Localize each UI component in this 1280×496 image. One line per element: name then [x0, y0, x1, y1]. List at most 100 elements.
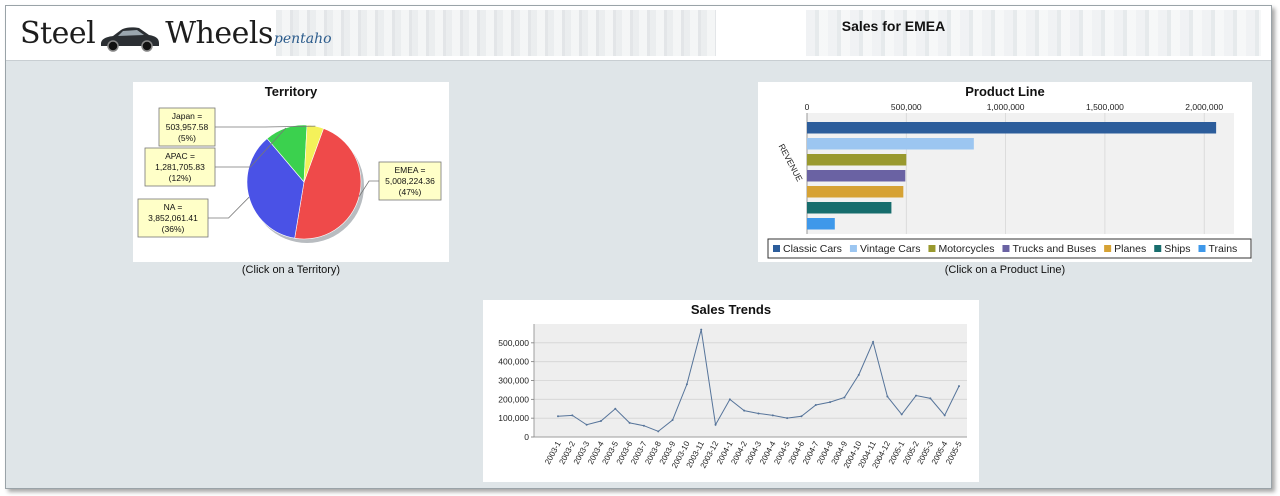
sales-trends-line-chart: 0100,000200,000300,000400,000500,0002003…	[498, 324, 967, 470]
sales-trend-point	[599, 419, 602, 422]
banner-background-right	[806, 10, 1261, 56]
sales-trend-point	[743, 409, 746, 412]
bar-ships[interactable]	[807, 202, 892, 214]
sales-trend-point	[571, 414, 574, 417]
sales-trends-chart-title: Sales Trends	[690, 302, 772, 317]
bar-legend-swatch-motorcycles	[928, 245, 936, 252]
sales-trend-point	[900, 413, 903, 416]
pie-label-text-emea: 5,008,224.36	[385, 176, 435, 186]
sales-trend-point	[585, 423, 588, 426]
bar-legend-box	[767, 238, 1252, 259]
territory-chart-title: Territory	[264, 84, 318, 99]
logo-word-steel: Steel	[20, 16, 96, 51]
product-line-chart-title: Product Line	[965, 84, 1045, 99]
bar-legend-swatch-trucks-and-buses	[1002, 245, 1010, 252]
bar-x-tick-label: 1,500,000	[1086, 102, 1124, 112]
pie-label-text-apac: APAC =	[165, 151, 195, 161]
sales-trend-point	[886, 395, 889, 398]
sales-trend-point	[671, 419, 674, 422]
sales-trend-point	[929, 397, 932, 400]
bar-legend-swatch-vintage-cars	[849, 245, 857, 252]
page-title: Sales for EMEA	[841, 18, 946, 34]
product-line-caption: (Click on a Product Line)	[944, 264, 1066, 276]
pie-label-text-japan: Japan =	[172, 111, 203, 121]
territory-pie-chart[interactable]: EMEA =5,008,224.36(47%)NA =3,852,061.41(…	[133, 82, 449, 262]
bar-legend-label-vintage-cars[interactable]: Vintage Cars	[860, 243, 921, 255]
pie-label-text-na: (36%)	[162, 224, 185, 234]
line-y-tick-label: 400,000	[498, 357, 529, 367]
bar-x-tick-label: 0	[805, 102, 810, 112]
pie-slice-na[interactable]	[246, 138, 305, 239]
pie-leader-line-emea	[358, 180, 379, 197]
sales-trend-point	[872, 340, 875, 343]
bar-vintage-cars[interactable]	[807, 138, 974, 150]
sales-trend-point	[857, 373, 860, 376]
bar-planes[interactable]	[807, 186, 904, 198]
pie-leader-line-apac	[215, 127, 287, 168]
pie-label-text-japan: 503,957.58	[166, 122, 209, 132]
steel-wheels-logo: Steel Wheels pentaho	[20, 16, 332, 52]
pie-label-text-japan: (5%)	[178, 133, 196, 143]
banner-background	[276, 10, 716, 56]
sales-trend-point	[757, 412, 760, 415]
bar-x-tick-label: 500,000	[891, 102, 922, 112]
bar-legend-label-ships[interactable]: Ships	[1164, 243, 1190, 255]
bar-classic-cars[interactable]	[807, 122, 1217, 134]
pie-label-box-apac	[144, 147, 216, 187]
bar-motorcycles[interactable]	[807, 154, 907, 166]
bar-y-axis-label: REVENUE	[777, 142, 805, 183]
sales-trend-point	[800, 415, 803, 418]
line-y-tick-label: 0	[524, 432, 529, 442]
pie-slice-emea[interactable]	[294, 128, 362, 240]
bar-legend-label-classic-cars[interactable]: Classic Cars	[783, 243, 842, 255]
bar-legend-swatch-planes	[1104, 245, 1112, 252]
pie-label-box-na	[137, 198, 209, 238]
product-line-chart-panel[interactable]: Product Line 0 500,000 1,000,000 1,500,000 2…	[758, 82, 1252, 262]
logo-word-wheels: Wheels	[165, 16, 273, 51]
sales-trend-point	[657, 430, 660, 433]
pie-leader-line-na	[208, 196, 250, 219]
pie-label-text-na: 3,852,061.41	[148, 213, 198, 223]
bar-legend-swatch-ships	[1154, 245, 1162, 252]
pie-label-text-apac: (12%)	[169, 173, 192, 183]
sales-trend-point	[685, 383, 688, 386]
sales-trends-chart-panel: Sales Trends 0 100,000 200,000 300,000 400,0…	[483, 300, 979, 482]
bar-legend-swatch-trains	[1198, 245, 1206, 252]
bar-trains[interactable]	[807, 218, 835, 230]
sales-trend-point	[943, 414, 946, 417]
sales-trend-point	[628, 421, 631, 424]
pie-label-box-japan	[158, 107, 216, 147]
pie-label-text-emea: (47%)	[399, 187, 422, 197]
sales-trend-point	[714, 423, 717, 426]
bar-legend-label-trucks-and-buses[interactable]: Trucks and Buses	[1012, 243, 1096, 255]
pie-label-text-na: NA =	[164, 202, 183, 212]
sales-trend-point	[814, 403, 817, 406]
sales-trend-point	[728, 398, 731, 401]
territory-chart-panel[interactable]: Territory EMEA = 5,008,224.36 (47%) NA = 3,8…	[133, 82, 449, 262]
line-y-tick-label: 500,000	[498, 338, 529, 348]
line-y-tick-label: 300,000	[498, 376, 529, 386]
sales-trend-point	[829, 401, 832, 404]
sales-trend-point	[786, 417, 789, 420]
bar-legend-label-planes[interactable]: Planes	[1114, 243, 1146, 255]
sales-trend-point	[958, 385, 960, 388]
sales-trend-point	[557, 415, 559, 418]
product-line-bar-chart[interactable]: 0 500,000 1,000,000 1,500,000 2,000,000 REVEN…	[758, 82, 1252, 262]
car-icon	[101, 27, 160, 52]
pie-label-text-emea: EMEA =	[395, 165, 426, 175]
sales-trend-point	[915, 394, 918, 397]
sales-trend-point	[642, 424, 645, 427]
sales-trend-point	[614, 407, 617, 410]
territory-caption: (Click on a Territory)	[241, 264, 341, 276]
bar-legend-label-motorcycles[interactable]: Motorcycles	[938, 243, 994, 255]
banner: Steel Wheels pentaho Sales for EMEA	[6, 6, 1271, 61]
bar-x-tick-label: 1,000,000	[987, 102, 1025, 112]
sales-trend-point	[771, 414, 774, 417]
bar-trucks-and-buses[interactable]	[807, 170, 906, 182]
pie-label-box-emea	[378, 161, 442, 201]
bar-legend-label-trains[interactable]: Trains	[1209, 243, 1238, 255]
logo-brand: pentaho	[273, 31, 332, 47]
sales-trend-point	[843, 396, 846, 399]
sales-trend-point	[700, 328, 703, 331]
bar-x-tick-label: 2,000,000	[1185, 102, 1223, 112]
